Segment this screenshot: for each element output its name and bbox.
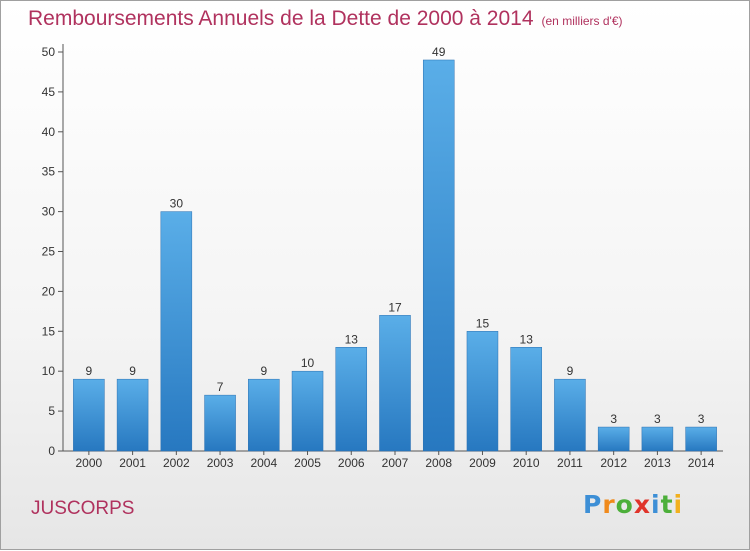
y-tick-label: 30 [42,205,56,219]
bar-value-label: 3 [654,412,661,426]
chart-title-text: Remboursements Annuels de la Dette de 20… [28,7,534,30]
y-tick-label: 20 [42,284,56,298]
y-tick-label: 50 [42,45,56,59]
bar-2013 [641,426,674,452]
y-tick-label: 25 [42,245,56,259]
bar-value-label: 3 [610,412,617,426]
bar-2001 [116,378,149,452]
bar-2008 [422,59,455,452]
bar-value-label: 17 [388,300,402,314]
bar-2009 [466,331,499,452]
bar-value-label: 9 [260,364,267,378]
bar-2004 [248,378,280,452]
bar-2014 [685,426,717,452]
y-tick-label: 35 [42,165,56,179]
bar-2006 [335,347,368,452]
x-tick-label: 2004 [250,456,277,470]
bar-2002 [160,211,193,452]
logo-letter: o [615,490,634,519]
x-tick-label: 2009 [469,456,496,470]
bar-value-label: 7 [217,380,224,394]
chart-title: Remboursements Annuels de la Dette de 20… [28,7,623,31]
bar-value-label: 10 [301,356,315,370]
bar-2010 [510,347,542,452]
commune-name: JUSCORPS [31,498,135,519]
x-tick-label: 2011 [557,456,583,470]
x-tick-label: 2012 [600,456,627,470]
bar-value-label: 49 [432,45,446,59]
x-tick-label: 2010 [513,456,540,470]
y-tick-label: 5 [48,404,55,418]
bar-2011 [554,378,586,452]
x-tick-label: 2013 [644,456,671,470]
bar-2012 [597,426,630,452]
x-tick-label: 2005 [294,456,321,470]
y-tick-label: 40 [42,125,56,139]
proxiti-logo[interactable]: Proxiti [583,490,683,519]
x-tick-label: 2006 [338,456,365,470]
bar-value-label: 13 [520,332,534,346]
x-tick-label: 2002 [163,456,190,470]
bar-2000 [73,378,105,452]
logo-letter: P [583,490,603,519]
x-tick-label: 2007 [382,456,409,470]
logo-letter: i [651,490,661,519]
bar-value-label: 30 [170,197,184,211]
bar-value-label: 15 [476,316,490,330]
x-tick-label: 2000 [76,456,103,470]
bar-value-label: 9 [129,364,136,378]
y-tick-label: 10 [42,364,56,378]
logo-letter: i [673,490,684,519]
x-tick-label: 2003 [207,456,234,470]
bar-value-label: 13 [345,332,359,346]
bar-2005 [291,370,324,452]
bar-2007 [379,315,411,452]
bar-value-label: 9 [86,364,93,378]
y-tick-label: 45 [42,85,56,99]
logo-letter: x [633,490,651,519]
logo-letter: r [602,490,616,519]
bar-2003 [204,394,236,452]
y-tick-label: 15 [42,324,56,338]
x-tick-label: 2001 [119,456,146,470]
bar-value-label: 3 [698,412,705,426]
logo-letter: t [660,490,674,519]
y-tick-label: 0 [48,444,55,458]
bar-value-label: 9 [567,364,574,378]
chart-title-unit: (en milliers d'€) [541,14,623,28]
x-tick-label: 2008 [425,456,452,470]
x-tick-label: 2014 [688,456,715,470]
